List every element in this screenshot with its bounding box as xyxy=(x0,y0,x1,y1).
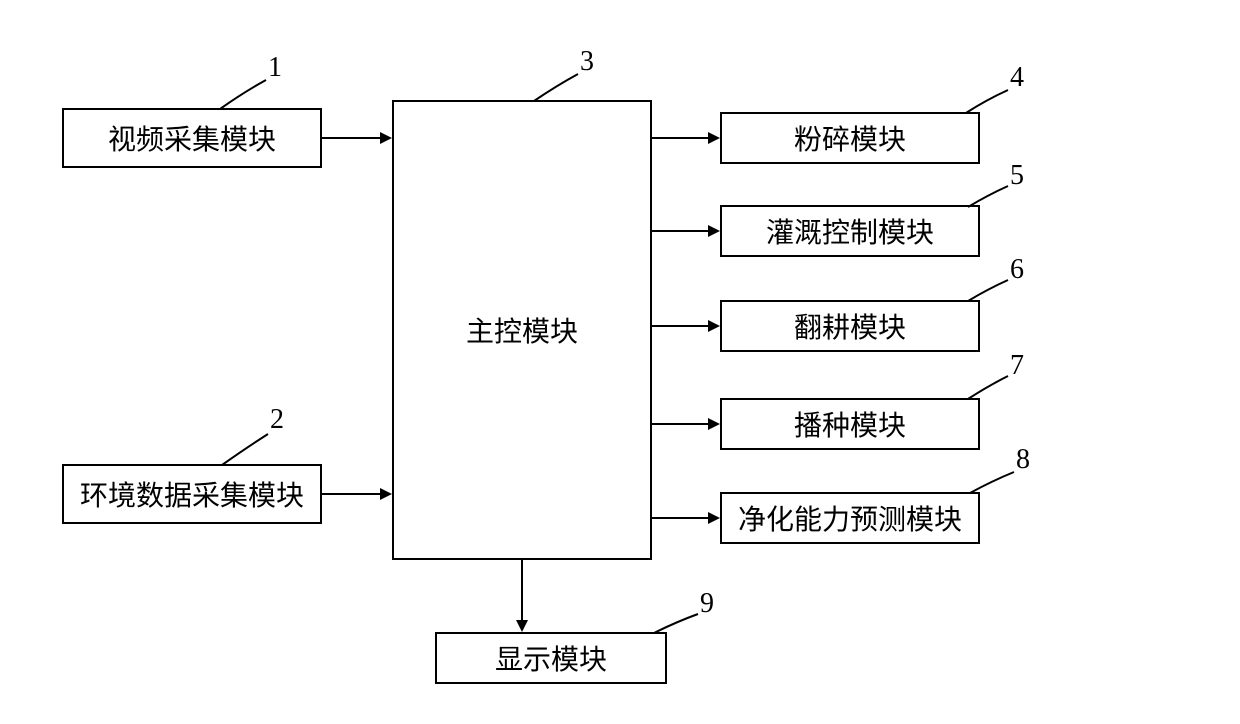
arrow-line xyxy=(652,325,708,327)
callout-number: 7 xyxy=(1010,350,1024,382)
node-plowing: 翻耕模块 xyxy=(720,300,980,352)
node-label: 灌溉控制模块 xyxy=(766,211,934,251)
node-label: 播种模块 xyxy=(794,404,906,444)
arrow-head-right xyxy=(380,132,392,144)
callout-number: 3 xyxy=(580,46,594,78)
node-irrigation-control: 灌溉控制模块 xyxy=(720,205,980,257)
arrow-line xyxy=(322,493,380,495)
arrow-head-right xyxy=(708,418,720,430)
node-label: 视频采集模块 xyxy=(108,118,276,158)
node-label: 翻耕模块 xyxy=(794,306,906,346)
node-label: 显示模块 xyxy=(495,638,607,678)
leader-line xyxy=(220,76,268,110)
node-label: 主控模块 xyxy=(466,310,578,350)
arrow-line xyxy=(322,137,380,139)
callout-number: 1 xyxy=(268,52,282,84)
node-display: 显示模块 xyxy=(435,632,667,684)
arrow-head-right xyxy=(708,225,720,237)
leader-line xyxy=(968,276,1010,302)
node-label: 环境数据采集模块 xyxy=(80,474,304,514)
node-env-data-capture: 环境数据采集模块 xyxy=(62,464,322,524)
leader-line xyxy=(654,610,700,634)
callout-number: 8 xyxy=(1016,444,1030,476)
leader-line xyxy=(222,430,270,466)
leader-line xyxy=(968,372,1010,400)
callout-number: 6 xyxy=(1010,254,1024,286)
callout-number: 9 xyxy=(700,588,714,620)
arrow-head-down xyxy=(516,620,528,632)
arrow-line xyxy=(652,137,708,139)
arrow-head-right xyxy=(708,132,720,144)
arrow-line xyxy=(652,230,708,232)
leader-line xyxy=(968,182,1010,208)
node-main-control: 主控模块 xyxy=(392,100,652,560)
node-crushing: 粉碎模块 xyxy=(720,112,980,164)
node-label: 净化能力预测模块 xyxy=(738,498,962,538)
arrow-head-right xyxy=(708,320,720,332)
leader-line xyxy=(970,468,1016,494)
node-purification-prediction: 净化能力预测模块 xyxy=(720,492,980,544)
callout-number: 4 xyxy=(1010,62,1024,94)
callout-number: 5 xyxy=(1010,160,1024,192)
node-label: 粉碎模块 xyxy=(794,118,906,158)
arrow-line xyxy=(652,423,708,425)
arrow-line xyxy=(652,517,708,519)
node-video-capture: 视频采集模块 xyxy=(62,108,322,168)
arrow-head-right xyxy=(708,512,720,524)
arrow-line xyxy=(521,560,523,620)
arrow-head-right xyxy=(380,488,392,500)
leader-line xyxy=(966,86,1010,114)
callout-number: 2 xyxy=(270,404,284,436)
node-sowing: 播种模块 xyxy=(720,398,980,450)
leader-line xyxy=(534,70,580,102)
